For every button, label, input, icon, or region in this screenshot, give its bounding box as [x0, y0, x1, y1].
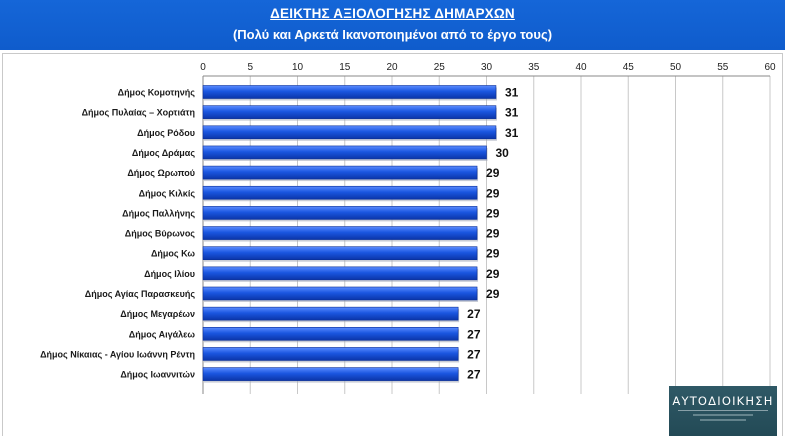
x-tick-label: 25 [434, 62, 446, 73]
data-label: 31 [505, 106, 519, 120]
x-tick-label: 5 [247, 62, 253, 73]
bar [202, 165, 478, 180]
x-tick-label: 40 [575, 62, 587, 73]
bar [202, 206, 478, 220]
data-label: 27 [467, 347, 481, 361]
category-label: Δήμος Κω [151, 249, 195, 259]
data-label: 31 [505, 126, 519, 140]
x-tick-label: 20 [386, 62, 398, 73]
category-label: Δήμος Αγίας Παρασκευής [85, 289, 196, 299]
bar [202, 286, 478, 301]
data-label: 30 [496, 146, 510, 160]
data-label: 31 [505, 86, 519, 100]
data-label: 27 [467, 307, 481, 321]
category-label: Δήμος Παλλήνης [122, 208, 195, 218]
x-tick-label: 55 [717, 62, 729, 73]
bar [202, 246, 478, 260]
bar [202, 85, 497, 99]
logo-fine-print [700, 419, 746, 421]
category-label: Δήμος Κιλκίς [139, 188, 196, 198]
x-tick-label: 15 [339, 62, 351, 73]
data-label: 29 [486, 267, 500, 281]
data-label: 29 [486, 166, 500, 180]
bar [202, 105, 497, 119]
bar [202, 145, 487, 160]
category-label: Δήμος Ιλίου [144, 269, 195, 279]
x-tick-label: 60 [764, 62, 776, 73]
bar [202, 125, 497, 140]
data-label: 29 [486, 287, 500, 301]
data-label: 29 [486, 247, 500, 261]
x-tick-label: 45 [623, 62, 635, 73]
chart-header: ΔΕΙΚΤΗΣ ΑΞΙΟΛΟΓΗΣΗΣ ΔΗΜΑΡΧΩΝ (Πολύ και Α… [0, 0, 785, 50]
bar-chart: 0 5 10 15 20 25 30 35 40 45 50 55 60 Δήμος Κομοτηνής 3… [40, 62, 776, 394]
logo-fine-print [693, 414, 753, 416]
data-label: 29 [486, 186, 500, 200]
bar [202, 185, 478, 200]
category-label: Δήμος Πυλαίας – Χορτιάτη [82, 108, 195, 118]
category-label: Δήμος Μεγαρέων [120, 309, 195, 319]
x-tick-label: 0 [200, 62, 206, 73]
category-label: Δήμος Νίκαιας - Αγίου Ιωάννη Ρέντη [40, 349, 195, 359]
logo-brand-text: ΑΥΤΟΔΙΟΙΚΗΣΗ [672, 394, 774, 408]
data-label: 27 [467, 368, 481, 382]
x-tick-label: 50 [670, 62, 682, 73]
x-tick-label: 35 [528, 62, 540, 73]
category-label: Δήμος Δράμας [132, 148, 195, 158]
logo-divider [678, 410, 768, 411]
chart-subtitle: (Πολύ και Αρκετά Ικανοποιημένοι από το έ… [232, 27, 553, 42]
category-label: Δήμος Βύρωνος [125, 229, 196, 239]
x-tick-label: 10 [292, 62, 304, 73]
x-tick-label: 30 [481, 62, 493, 73]
data-label: 29 [486, 227, 500, 241]
data-label: 29 [486, 206, 500, 220]
bar [202, 326, 459, 341]
category-label: Δήμος Ιωαννιτών [120, 370, 195, 380]
bar [202, 266, 478, 281]
bar [202, 367, 459, 381]
chart-title: ΔΕΙΚΤΗΣ ΑΞΙΟΛΟΓΗΣΗΣ ΔΗΜΑΡΧΩΝ [270, 6, 515, 21]
category-label: Δήμος Ωρωπού [127, 168, 195, 178]
category-label: Δήμος Αιγάλεω [129, 329, 196, 339]
company-logo: ΑΥΤΟΔΙΟΙΚΗΣΗ [669, 386, 777, 436]
category-label: Δήμος Κομοτηνής [118, 88, 196, 98]
bar [202, 347, 459, 361]
bar [202, 226, 478, 240]
data-label: 27 [467, 327, 481, 341]
chart-area: 0 5 10 15 20 25 30 35 40 45 50 55 60 Δήμος Κομοτηνής 3… [2, 53, 783, 436]
category-label: Δήμος Ρόδου [137, 128, 195, 138]
bar [202, 306, 459, 321]
